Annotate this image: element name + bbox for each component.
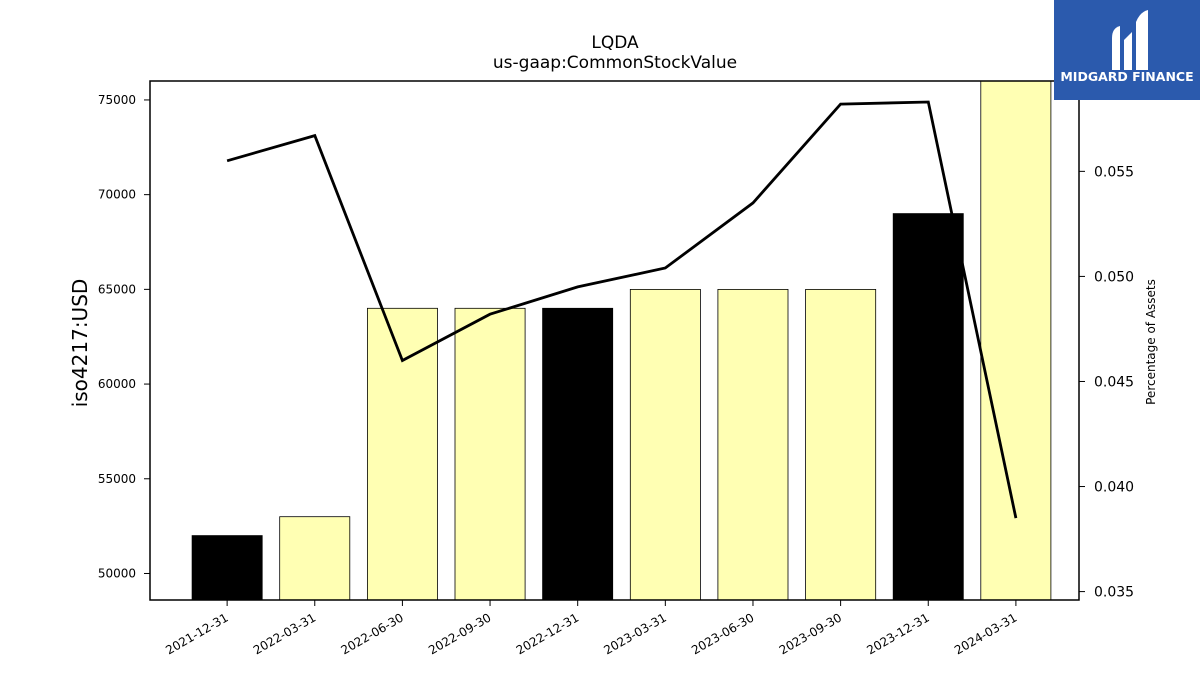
x-tick-label: 2024-03-31	[952, 610, 1019, 657]
y2-tick-label: 0.055	[1094, 164, 1134, 180]
x-tick-label: 2023-09-30	[777, 610, 844, 657]
bar	[892, 213, 964, 601]
chart-title: LQDA	[591, 33, 639, 53]
x-tick-label: 2023-12-31	[864, 610, 931, 657]
bar	[717, 288, 789, 601]
x-axis-ticks: 2021-12-31 2022-03-31 2022-06-30 2022-09-30…	[163, 600, 1019, 657]
line-layer	[226, 100, 1018, 519]
bar	[366, 307, 438, 601]
bar	[980, 80, 1052, 601]
y-tick-label: 65000	[98, 282, 136, 296]
logo-text: MIDGARD FINANCE	[1060, 69, 1193, 84]
x-tick-label: 2023-06-30	[689, 610, 756, 657]
bar	[805, 288, 877, 601]
y2-tick-label: 0.045	[1094, 374, 1134, 390]
bar	[279, 516, 351, 601]
bar	[629, 288, 701, 601]
y-tick-label: 50000	[98, 566, 136, 580]
y2-axis-label: Percentage of Assets	[1144, 279, 1158, 405]
x-tick-label: 2022-03-31	[251, 610, 318, 657]
y-tick-label: 70000	[98, 188, 136, 202]
bar	[454, 307, 526, 601]
x-tick-label: 2023-03-31	[601, 610, 668, 657]
y-tick-label: 55000	[98, 472, 136, 486]
plot-frame	[149, 80, 1080, 601]
logo-mark-icon	[1112, 10, 1148, 70]
series-line	[226, 100, 1018, 519]
x-tick-label: 2022-06-30	[339, 610, 406, 657]
logo: MIDGARD FINANCE	[1054, 0, 1200, 100]
y2-tick-label: 0.040	[1094, 480, 1134, 496]
x-tick-label: 2022-12-31	[514, 610, 581, 657]
y2-tick-label: 0.035	[1094, 585, 1134, 601]
bar-layer	[191, 80, 1052, 601]
right-axis-ticks: 0.035 0.040 0.045 0.050 0.055	[1079, 164, 1134, 601]
bar	[542, 307, 614, 601]
x-tick-label: 2021-12-31	[163, 610, 230, 657]
left-axis-ticks: 50000 55000 60000 65000 70000 75000	[98, 93, 150, 580]
y-axis-label: iso4217:USD	[68, 279, 92, 408]
y-tick-label: 60000	[98, 377, 136, 391]
y-tick-label: 75000	[98, 93, 136, 107]
y2-tick-label: 0.050	[1094, 269, 1134, 285]
bar	[191, 535, 263, 601]
chart-subtitle: us-gaap:CommonStockValue	[493, 53, 737, 73]
x-tick-label: 2022-09-30	[426, 610, 493, 657]
